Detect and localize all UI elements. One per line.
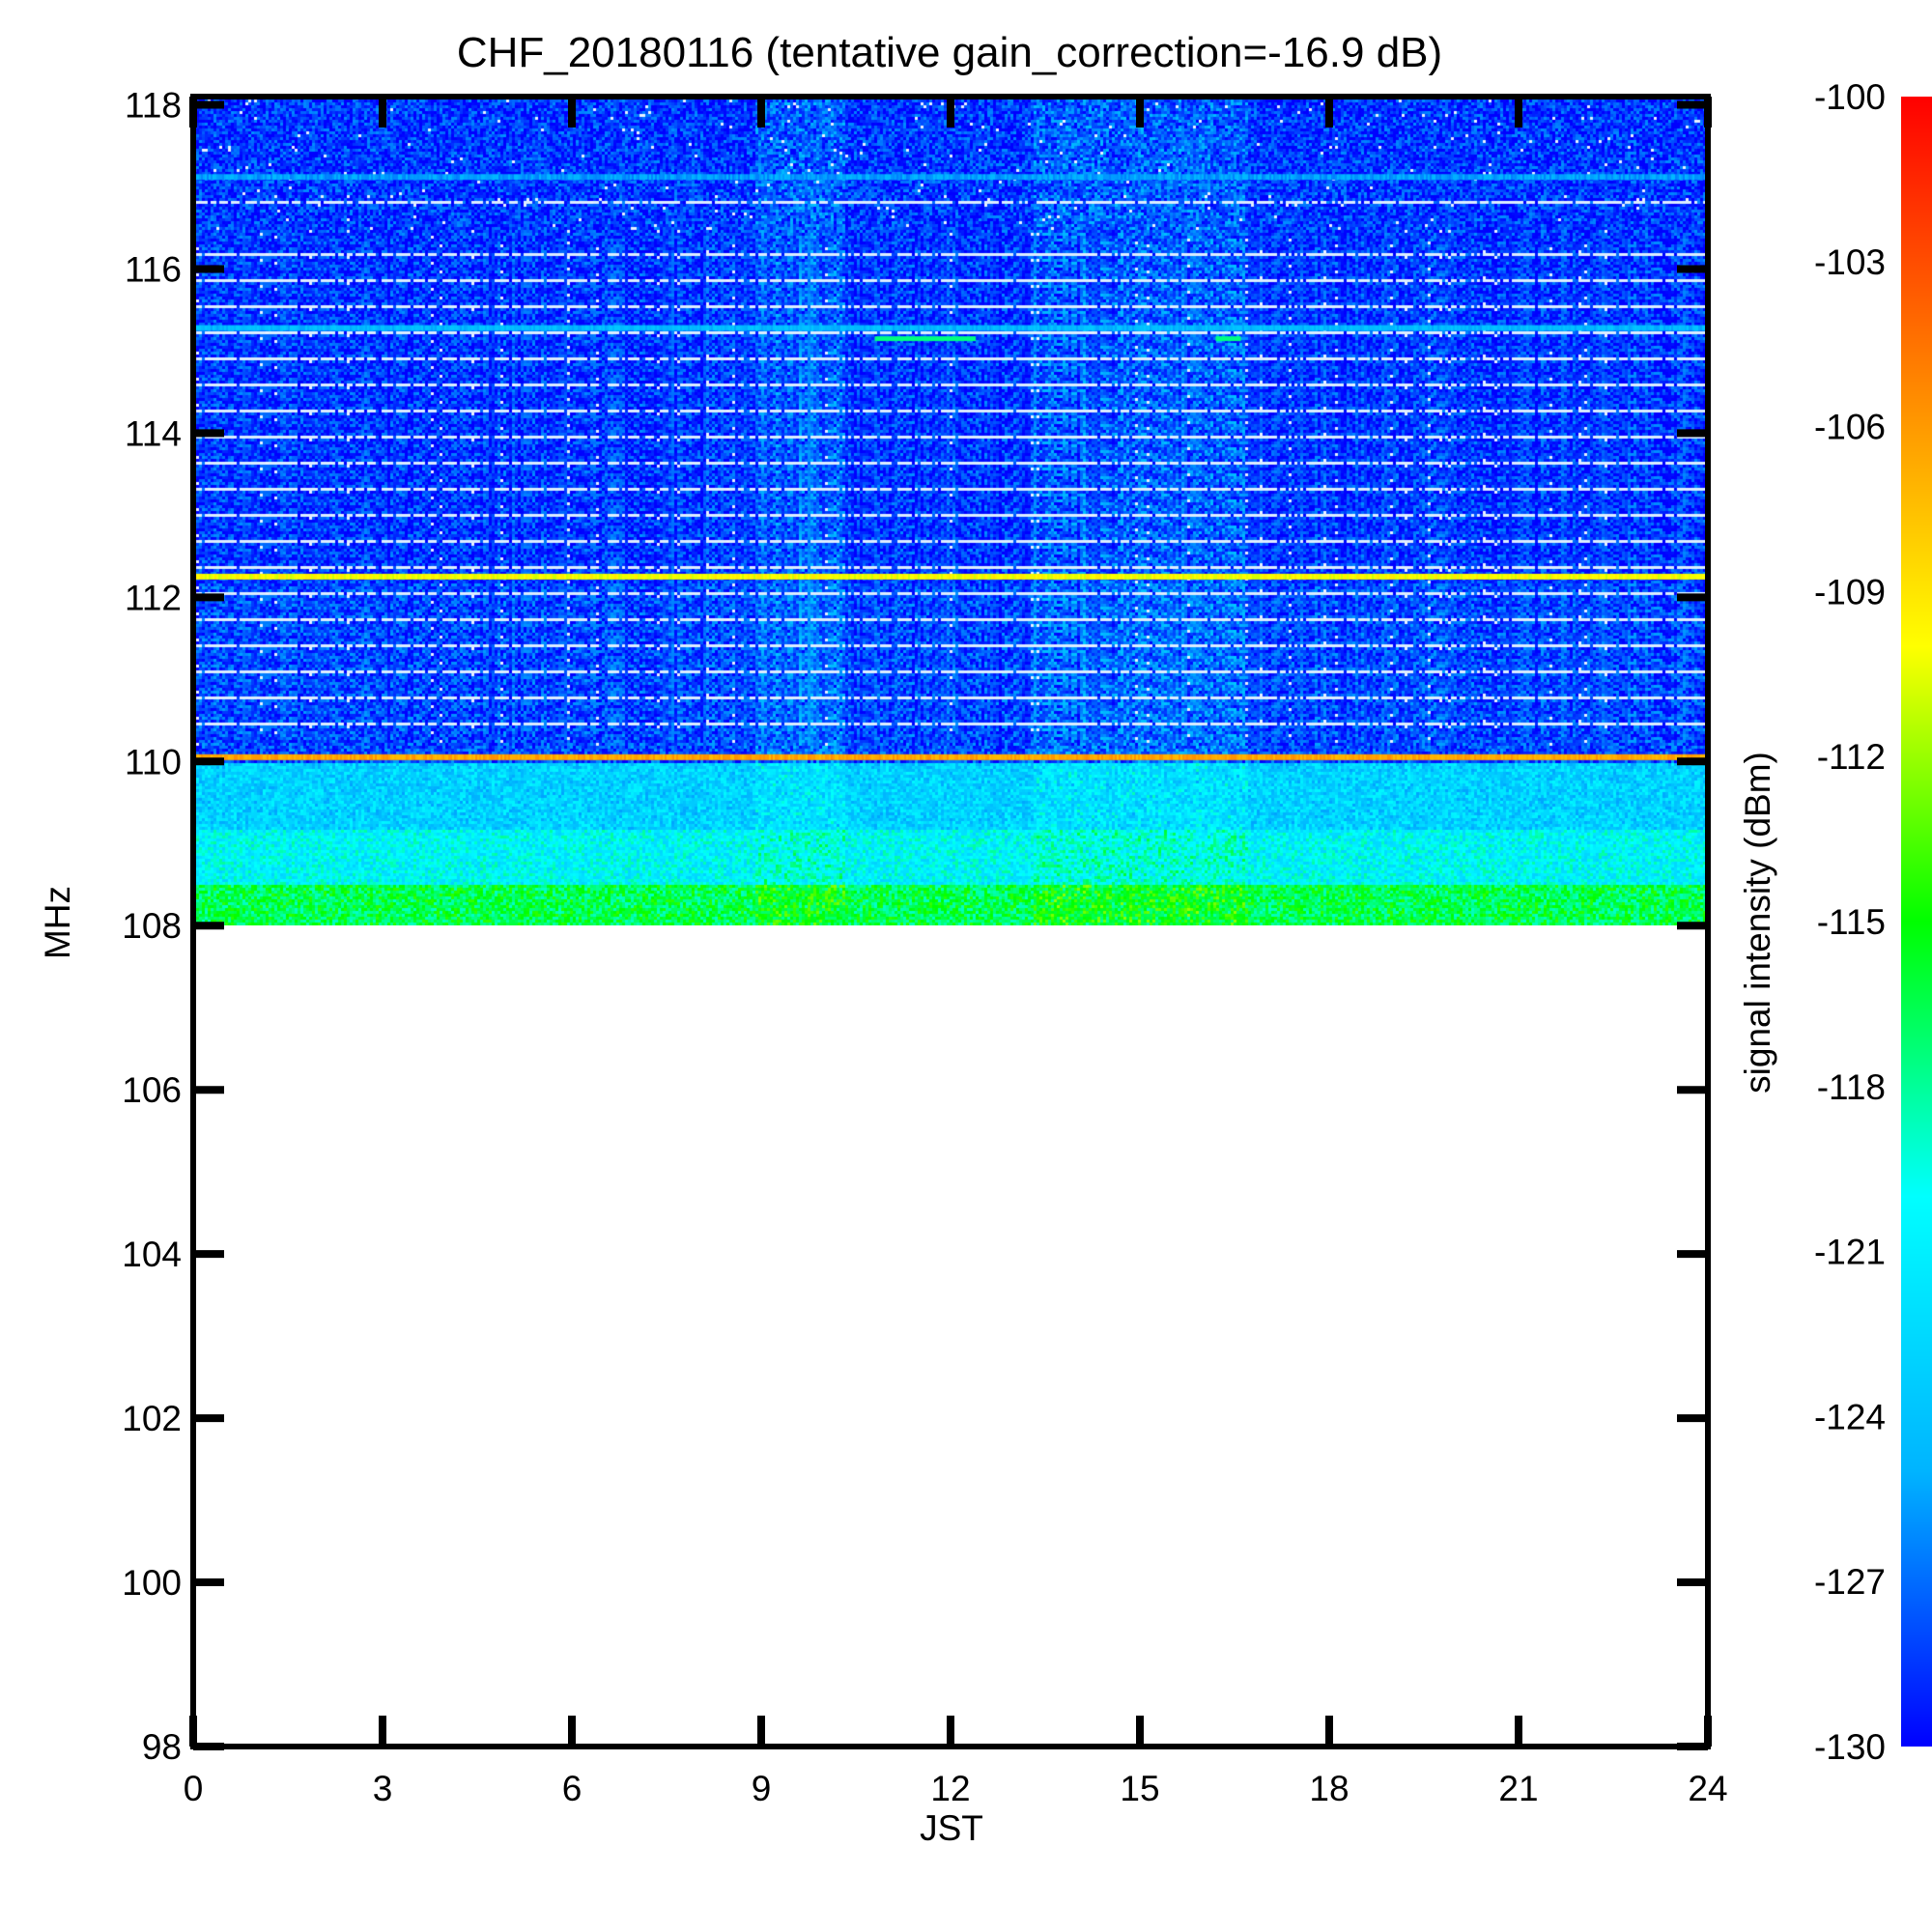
colorbar-tick-label: -124 — [1814, 1397, 1886, 1436]
heatmap-image — [193, 97, 1708, 925]
y-tick-label: 114 — [125, 413, 182, 453]
colorbar-title: signal intensity (dBm) — [1738, 752, 1777, 1094]
y-tick-label: 98 — [142, 1727, 182, 1767]
spectrogram-heatmap — [193, 97, 1708, 925]
colorbar-tick-label: -118 — [1817, 1067, 1886, 1107]
y-tick-label: 100 — [122, 1563, 182, 1603]
colorbar-scale — [1901, 97, 1932, 1747]
x-tick-label: 6 — [562, 1769, 582, 1808]
y-tick-label: 108 — [122, 906, 182, 946]
x-tick-label: 18 — [1309, 1769, 1349, 1808]
colorbar: -100 -103 -106 -109 -112 -115 -118 -121 -124 -127… — [1814, 77, 1932, 1767]
chart-title: CHF_20180116 (tentative gain_correction=… — [456, 29, 1443, 76]
y-axis-title: MHz — [38, 886, 77, 959]
y-tick-label: 112 — [125, 578, 182, 617]
y-tick-label: 102 — [122, 1399, 182, 1438]
x-axis-title: JST — [920, 1808, 983, 1848]
x-tick-label: 21 — [1498, 1769, 1538, 1808]
x-tick-label: 3 — [373, 1769, 393, 1808]
x-tick-label: 12 — [930, 1769, 970, 1808]
x-axis: 0 3 6 9 12 15 18 21 24 — [184, 97, 1728, 1808]
colorbar-tick-label: -100 — [1814, 77, 1886, 117]
colorbar-tick-label: -103 — [1814, 242, 1886, 282]
y-tick-label: 104 — [122, 1235, 182, 1274]
y-axis: 98 100 102 104 106 108 110 112 114 116 118 — [122, 85, 1708, 1767]
colorbar-tick-label: -121 — [1814, 1233, 1886, 1272]
y-tick-label: 110 — [125, 742, 182, 781]
y-tick-label: 116 — [125, 249, 182, 289]
x-tick-label: 24 — [1688, 1769, 1727, 1808]
y-tick-label: 106 — [122, 1070, 182, 1110]
x-tick-label: 15 — [1120, 1769, 1159, 1808]
colorbar-tick-label: -115 — [1817, 902, 1886, 942]
y-tick-label: 118 — [125, 85, 182, 125]
x-tick-label: 9 — [752, 1769, 772, 1808]
colorbar-tick-label: -112 — [1817, 737, 1886, 777]
colorbar-tick-label: -127 — [1814, 1562, 1886, 1602]
colorbar-tick-label: -106 — [1814, 408, 1886, 447]
colorbar-tick-label: -109 — [1814, 572, 1886, 611]
x-tick-label: 0 — [184, 1769, 204, 1808]
colorbar-tick-label: -130 — [1814, 1727, 1886, 1767]
